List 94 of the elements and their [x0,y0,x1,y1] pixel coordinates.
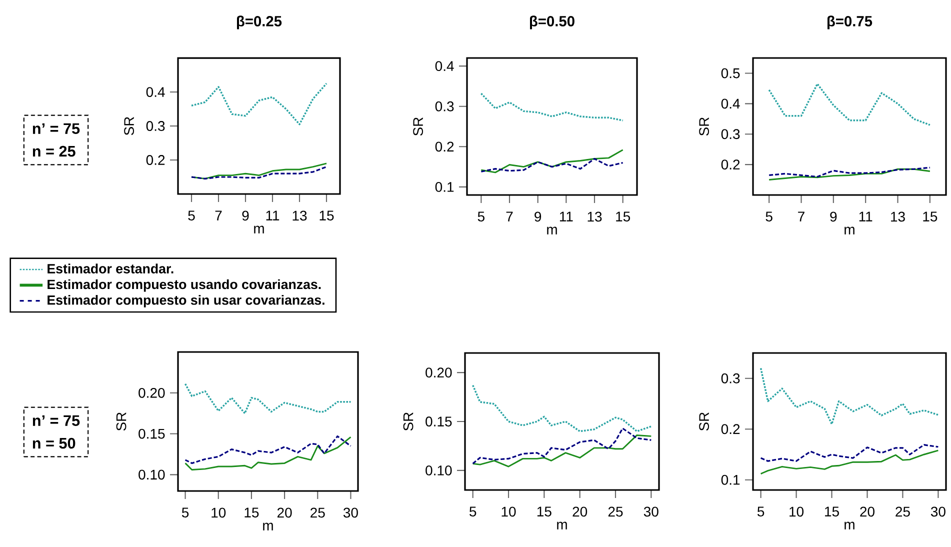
y-tick-label: 0.2 [721,424,740,434]
y-tick-label: 0.5 [721,68,740,78]
y-axis-title: SR [403,412,414,431]
x-tick-label: 15 [537,506,552,516]
x-tick-label: 10 [502,506,516,517]
text: n = 25 [32,146,76,157]
y-tick-label: 0.10 [138,470,165,480]
x-tick-label: 15 [825,506,839,516]
x-tick-label: 5 [188,210,195,220]
x-tick-label: 7 [506,212,513,222]
chart-title: β=0.75 [828,16,872,30]
text: n’ = 75 [32,123,80,134]
y-tick-label: 0.2 [146,155,165,165]
y-tick-label: 0.3 [721,129,740,140]
x-axis-title: m [547,226,557,234]
line-series [768,83,931,126]
line-series [760,367,940,425]
y-tick-label: 0.4 [146,87,165,97]
y-tick-label: 0.3 [146,121,165,131]
y-axis-title: SR [699,117,710,136]
y-tick-label: 0.15 [138,428,165,439]
x-tick-label: 11 [266,210,280,220]
x-tick-label: 7 [798,212,804,222]
x-axis-title: m [844,522,854,530]
y-tick-label: 0.3 [721,373,740,384]
line-series [184,383,352,414]
text: n’ = 75 [32,415,80,426]
x-tick-label: 9 [830,212,837,222]
y-tick-label: 0.2 [435,142,454,152]
x-tick-label: 25 [896,506,910,517]
x-axis-title: m [254,226,264,234]
x-tick-label: 5 [182,508,189,518]
y-tick-label: 0.3 [435,101,454,112]
x-tick-label: 15 [244,508,259,518]
y-axis-title: SR [413,117,424,136]
x-tick-label: 13 [891,212,905,222]
x-tick-label: 30 [644,506,658,517]
x-axis-title: m [263,522,273,530]
x-tick-label: 13 [588,212,602,222]
chart-title: β=0.25 [236,16,282,30]
line-series [480,158,624,172]
line-series [184,436,352,470]
y-tick-label: 0.20 [138,388,165,398]
x-tick-label: 20 [860,506,874,517]
line-series [760,444,939,462]
y-tick-label: 0.4 [435,61,454,72]
x-tick-label: 13 [292,210,307,221]
x-tick-label: 10 [790,506,804,517]
text: n = 50 [32,438,76,449]
y-axis-title: SR [116,412,126,431]
y-tick-label: 0.4 [721,98,740,109]
x-tick-label: 10 [212,508,226,518]
y-axis-title: SR [699,412,710,431]
x-axis-title: m [844,226,854,234]
y-tick-label: 0.15 [426,416,452,426]
x-tick-label: 20 [572,506,588,517]
line-series [760,450,939,475]
y-tick-label: 0.1 [435,182,454,192]
x-tick-label: 9 [534,212,542,222]
x-tick-label: 30 [930,506,946,517]
line-series [768,168,931,181]
line-series [480,149,624,174]
chart-title: β=0.50 [530,16,574,30]
x-tick-label: 15 [320,210,334,220]
x-tick-label: 5 [470,506,476,516]
x-tick-label: 30 [343,508,358,518]
x-tick-label: 25 [608,506,623,517]
legend-label: Estimador compuesto sin usar covarianzas. [48,294,324,308]
line-series [184,435,352,464]
x-tick-label: 25 [310,508,325,518]
x-tick-label: 7 [215,210,222,220]
y-tick-label: 0.20 [426,368,452,378]
x-tick-label: 5 [757,506,764,516]
y-axis-title: SR [124,116,134,136]
x-tick-label: 5 [478,212,484,222]
x-tick-label: 15 [923,212,938,222]
line-series [190,82,328,126]
x-axis-title: m [557,522,567,530]
line-series [472,384,652,432]
x-tick-label: 11 [560,212,573,222]
legend-label: Estimador estandar. [48,264,174,274]
line-series [480,92,624,122]
x-tick-label: 9 [242,210,249,221]
y-tick-label: 0.2 [721,160,740,170]
x-tick-label: 5 [766,212,772,222]
line-series [472,428,652,464]
line-series [472,434,652,468]
legend-label: Estimador compuesto usando covarianzas. [48,279,321,292]
line-series [768,166,931,178]
x-tick-label: 15 [616,212,630,222]
x-tick-label: 20 [277,508,292,518]
y-tick-label: 0.1 [721,474,740,485]
y-tick-label: 0.10 [426,465,452,476]
x-tick-label: 11 [859,212,872,222]
